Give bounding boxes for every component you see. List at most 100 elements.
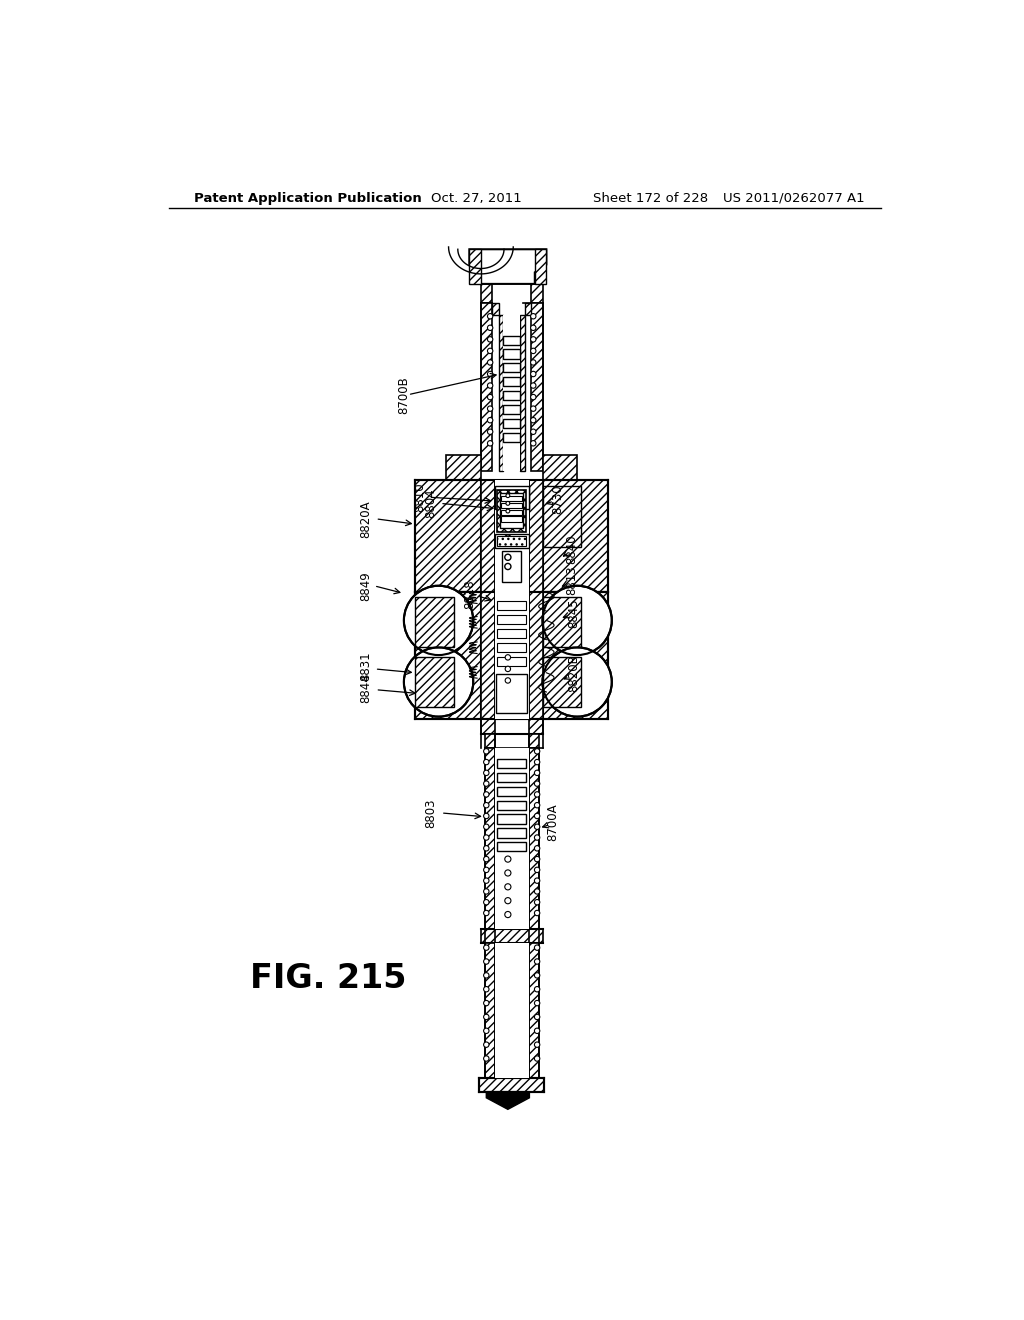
Circle shape <box>483 899 489 906</box>
Circle shape <box>483 1056 489 1061</box>
Bar <box>497 814 526 824</box>
Bar <box>503 433 520 442</box>
Circle shape <box>487 441 493 446</box>
Text: 8813: 8813 <box>565 565 579 595</box>
Circle shape <box>530 325 536 330</box>
Circle shape <box>505 535 511 541</box>
Text: 8803: 8803 <box>424 799 437 828</box>
Text: 8845: 8845 <box>567 598 581 627</box>
Circle shape <box>483 878 489 883</box>
Circle shape <box>487 407 493 412</box>
Circle shape <box>530 407 536 412</box>
Circle shape <box>483 958 489 964</box>
Circle shape <box>535 748 540 754</box>
Bar <box>495 535 528 548</box>
Bar <box>503 552 521 582</box>
Bar <box>528 734 539 748</box>
Bar <box>479 1077 544 1092</box>
Bar <box>531 284 543 304</box>
Bar <box>446 455 481 482</box>
Bar <box>501 496 522 502</box>
Circle shape <box>535 1056 540 1061</box>
Circle shape <box>505 554 511 561</box>
Bar <box>416 480 481 591</box>
Circle shape <box>483 824 489 829</box>
Circle shape <box>483 1001 489 1006</box>
Bar <box>543 657 581 708</box>
Circle shape <box>505 898 511 904</box>
Polygon shape <box>486 1092 529 1109</box>
Circle shape <box>483 1014 489 1019</box>
Bar <box>484 942 495 1077</box>
Bar <box>500 494 523 528</box>
Circle shape <box>535 899 540 906</box>
Polygon shape <box>469 249 481 284</box>
Text: 8820A: 8820A <box>358 500 372 537</box>
Bar <box>481 591 495 719</box>
Text: Sheet 172 of 228: Sheet 172 of 228 <box>593 191 708 205</box>
Circle shape <box>535 1028 540 1034</box>
Circle shape <box>535 759 540 764</box>
Bar <box>497 643 526 652</box>
Circle shape <box>505 564 511 570</box>
Circle shape <box>535 945 540 950</box>
Circle shape <box>505 884 511 890</box>
Circle shape <box>530 337 536 342</box>
Circle shape <box>483 888 489 894</box>
Circle shape <box>530 429 536 434</box>
Polygon shape <box>535 249 547 284</box>
Circle shape <box>483 973 489 978</box>
Bar <box>481 284 493 304</box>
Text: Oct. 27, 2011: Oct. 27, 2011 <box>431 191 521 205</box>
Text: 8831: 8831 <box>358 652 372 681</box>
Circle shape <box>483 1028 489 1034</box>
Circle shape <box>535 1041 540 1047</box>
Bar <box>503 335 520 345</box>
Circle shape <box>483 834 489 841</box>
Bar <box>520 314 525 471</box>
Bar <box>495 748 528 929</box>
Circle shape <box>505 667 511 672</box>
Bar <box>503 314 520 471</box>
Bar <box>528 480 543 591</box>
Bar <box>503 363 520 372</box>
Bar <box>497 759 526 768</box>
Circle shape <box>483 803 489 808</box>
Bar <box>484 748 495 929</box>
Bar <box>497 675 527 713</box>
Circle shape <box>535 834 540 841</box>
Circle shape <box>487 325 493 330</box>
Circle shape <box>506 502 510 506</box>
Circle shape <box>487 314 493 319</box>
Circle shape <box>535 958 540 964</box>
Circle shape <box>483 945 489 950</box>
Circle shape <box>535 846 540 851</box>
Bar <box>484 734 495 748</box>
Circle shape <box>483 759 489 764</box>
Bar <box>528 942 539 1077</box>
Circle shape <box>483 813 489 818</box>
Text: 8804: 8804 <box>424 488 437 519</box>
Circle shape <box>487 360 493 366</box>
Bar <box>481 719 495 734</box>
Bar <box>501 516 522 521</box>
Circle shape <box>483 846 489 851</box>
Circle shape <box>483 986 489 991</box>
Bar <box>543 480 608 591</box>
Bar <box>416 598 454 647</box>
Circle shape <box>535 770 540 776</box>
Bar <box>528 719 543 734</box>
Polygon shape <box>469 249 547 284</box>
Bar <box>497 490 526 532</box>
Bar <box>497 536 526 545</box>
Text: 8844: 8844 <box>358 673 372 704</box>
Circle shape <box>535 911 540 916</box>
Circle shape <box>543 647 611 717</box>
Bar <box>495 591 528 719</box>
Circle shape <box>483 781 489 787</box>
Circle shape <box>483 911 489 916</box>
Circle shape <box>483 748 489 754</box>
Circle shape <box>487 395 493 400</box>
Bar <box>503 391 520 400</box>
Circle shape <box>535 973 540 978</box>
